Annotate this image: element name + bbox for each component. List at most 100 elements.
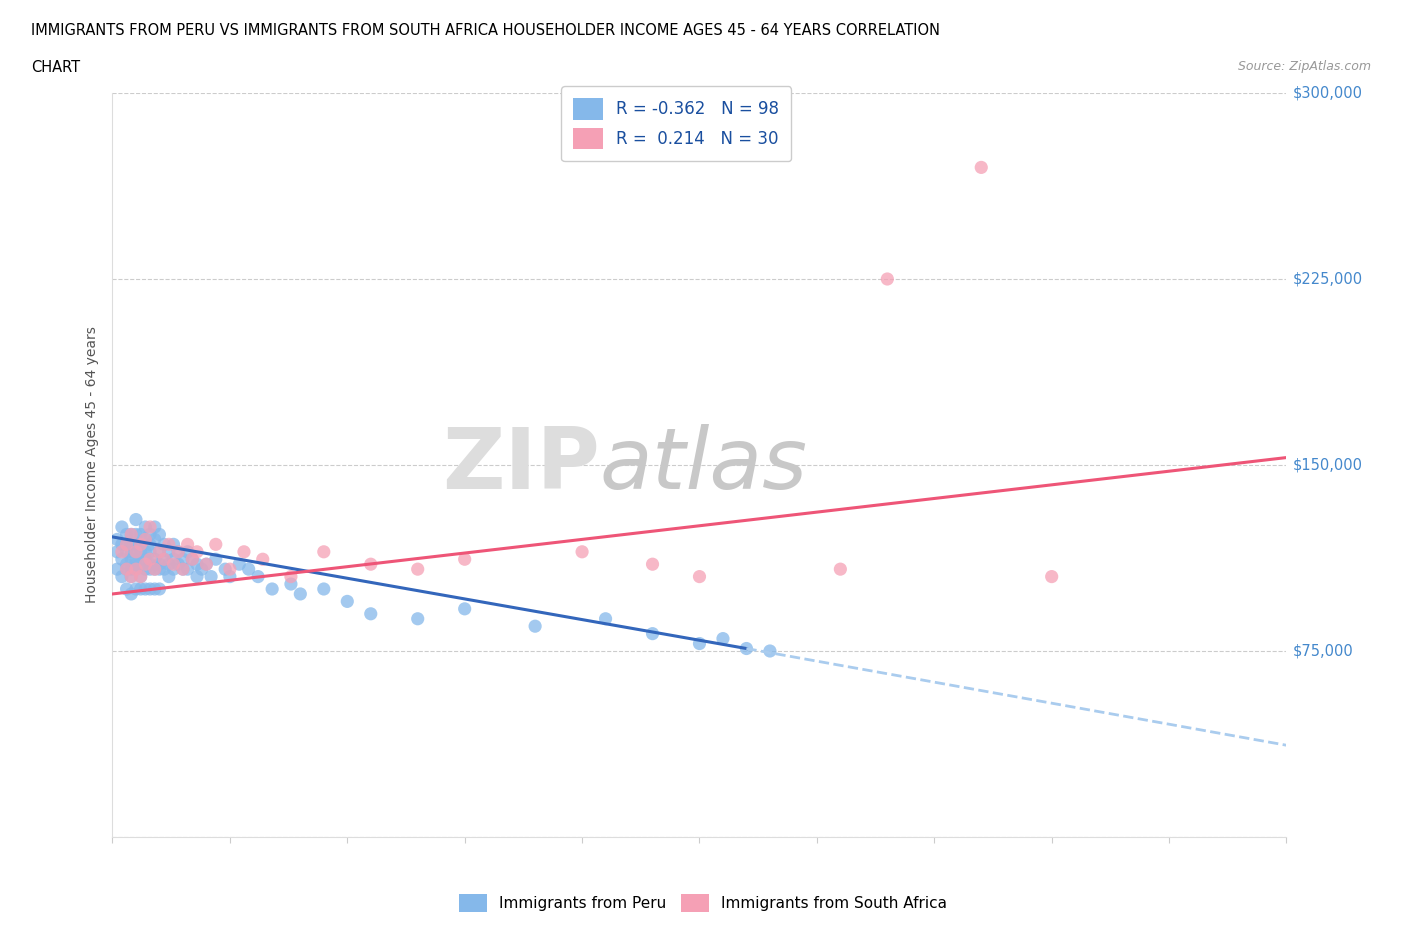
Point <box>181 551 204 566</box>
Point <box>134 557 156 572</box>
Point <box>148 544 170 559</box>
Point <box>157 544 180 559</box>
Point <box>129 569 152 584</box>
Point <box>125 527 148 542</box>
Point <box>134 562 156 577</box>
Legend: Immigrants from Peru, Immigrants from South Africa: Immigrants from Peru, Immigrants from So… <box>453 888 953 918</box>
Point <box>167 544 190 559</box>
Point <box>172 562 194 577</box>
Point <box>115 527 138 542</box>
Point <box>125 537 148 551</box>
Point <box>162 562 184 577</box>
Point <box>186 569 208 584</box>
Point <box>406 611 429 626</box>
Point <box>176 544 198 559</box>
Point <box>360 606 382 621</box>
Point <box>157 569 180 584</box>
Point <box>143 520 166 535</box>
Point <box>641 557 664 572</box>
Point <box>688 569 710 584</box>
Point <box>453 551 475 566</box>
Point <box>125 557 148 572</box>
Point <box>406 562 429 577</box>
Point <box>214 562 236 577</box>
Point <box>759 644 782 658</box>
Point <box>190 562 212 577</box>
Point <box>125 581 148 596</box>
Point <box>312 544 335 559</box>
Point <box>238 562 260 577</box>
Point <box>148 527 170 542</box>
Point <box>129 537 152 551</box>
Point <box>176 537 198 551</box>
Point <box>876 272 898 286</box>
Point <box>139 562 162 577</box>
Point <box>120 569 142 584</box>
Text: $225,000: $225,000 <box>1292 272 1362 286</box>
Point <box>312 581 335 596</box>
Point <box>115 537 138 551</box>
Text: Source: ZipAtlas.com: Source: ZipAtlas.com <box>1237 60 1371 73</box>
Point <box>139 520 162 535</box>
Point <box>139 537 162 551</box>
Point <box>143 551 166 566</box>
Point <box>195 557 218 572</box>
Point <box>688 636 710 651</box>
Point <box>290 587 312 602</box>
Point <box>134 581 156 596</box>
Point <box>120 527 142 542</box>
Point <box>830 562 852 577</box>
Point <box>280 577 302 591</box>
Point <box>125 551 148 566</box>
Point <box>167 557 190 572</box>
Point <box>134 532 156 547</box>
Point <box>252 551 274 566</box>
Point <box>111 537 134 551</box>
Point <box>111 544 134 559</box>
Point <box>153 562 176 577</box>
Point <box>233 544 256 559</box>
Point <box>129 557 152 572</box>
Point <box>129 581 152 596</box>
Point <box>125 512 148 527</box>
Point <box>153 537 176 551</box>
Legend: R = -0.362   N = 98, R =  0.214   N = 30: R = -0.362 N = 98, R = 0.214 N = 30 <box>561 86 790 161</box>
Point <box>641 626 664 641</box>
Text: $300,000: $300,000 <box>1292 86 1362 100</box>
Text: IMMIGRANTS FROM PERU VS IMMIGRANTS FROM SOUTH AFRICA HOUSEHOLDER INCOME AGES 45 : IMMIGRANTS FROM PERU VS IMMIGRANTS FROM … <box>31 23 941 38</box>
Point <box>143 562 166 577</box>
Point <box>148 544 170 559</box>
Point <box>157 557 180 572</box>
Point <box>162 537 184 551</box>
Point <box>218 569 242 584</box>
Point <box>139 581 162 596</box>
Point <box>139 551 162 566</box>
Point <box>247 569 270 584</box>
Point <box>148 581 170 596</box>
Point <box>453 602 475 617</box>
Point <box>172 551 194 566</box>
Point <box>129 527 152 542</box>
Point <box>120 551 142 566</box>
Point <box>120 527 142 542</box>
Text: ZIP: ZIP <box>441 423 600 507</box>
Point <box>595 611 617 626</box>
Point <box>134 551 156 566</box>
Point <box>105 544 128 559</box>
Point <box>134 532 156 547</box>
Point <box>172 562 194 577</box>
Point <box>186 544 208 559</box>
Point <box>120 587 142 602</box>
Point <box>336 594 359 609</box>
Point <box>204 551 226 566</box>
Point <box>115 562 138 577</box>
Point <box>120 544 142 559</box>
Point <box>204 537 226 551</box>
Point <box>711 631 734 646</box>
Point <box>153 551 176 566</box>
Point <box>115 544 138 559</box>
Point <box>111 569 134 584</box>
Text: $75,000: $75,000 <box>1292 644 1353 658</box>
Point <box>143 562 166 577</box>
Text: $150,000: $150,000 <box>1292 458 1362 472</box>
